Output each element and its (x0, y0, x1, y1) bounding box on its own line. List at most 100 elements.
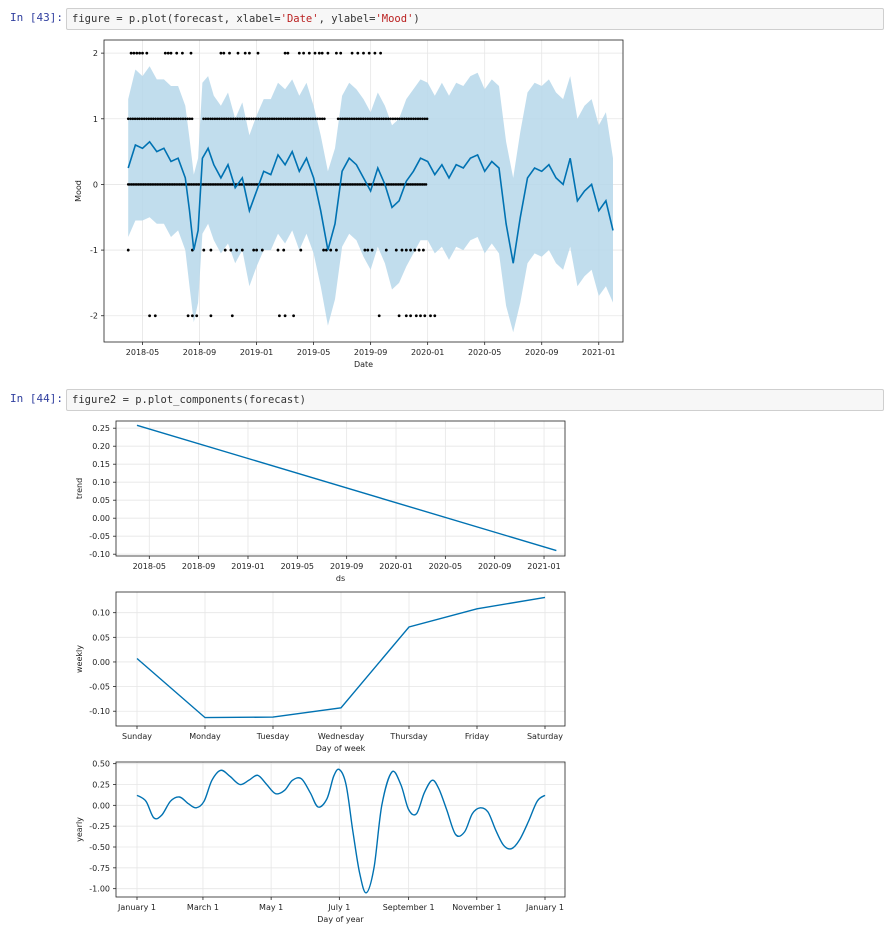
trend-line (136, 424, 557, 552)
observation-point (400, 248, 404, 252)
observation-point (255, 248, 258, 252)
observation-point (413, 248, 417, 252)
x-tick-label: March 1 (187, 903, 219, 912)
observation-point (205, 183, 209, 186)
x-tick-label: 2018-05 (133, 562, 166, 571)
y-tick-label: 1 (93, 115, 98, 124)
observation-point (261, 117, 265, 121)
observation-point (370, 248, 374, 252)
observation-point (254, 117, 258, 121)
observation-point (409, 117, 413, 121)
observation-point (422, 248, 425, 252)
observation-point (392, 183, 395, 186)
yearly-line (136, 768, 546, 894)
observation-point (282, 117, 285, 121)
observation-point (263, 117, 267, 121)
observation-point (376, 183, 380, 186)
observation-point (219, 51, 223, 55)
observation-point (259, 117, 262, 121)
y-tick-label: 0.05 (92, 496, 110, 505)
observation-point (409, 314, 412, 318)
observation-point (384, 117, 388, 121)
observation-point (251, 183, 255, 186)
observation-point (142, 117, 146, 121)
code-input[interactable]: figure2 = p.plot_components(forecast) (66, 389, 884, 411)
observation-point (361, 117, 365, 121)
code-text: ) (413, 13, 420, 25)
y-tick-label: 0.10 (92, 478, 110, 487)
observation-point (204, 117, 208, 121)
observation-point (252, 117, 255, 121)
observation-point (135, 51, 139, 55)
observation-point (380, 117, 383, 121)
observation-point (322, 248, 325, 252)
observation-point (181, 117, 185, 121)
observation-point (416, 117, 420, 121)
observation-point (375, 117, 379, 121)
observation-point (291, 117, 294, 121)
observation-point (170, 117, 173, 121)
observation-point (419, 314, 422, 318)
y-tick-label: 0.10 (92, 609, 110, 618)
observation-point (163, 51, 167, 55)
observation-point (138, 117, 141, 121)
observation-point (418, 117, 422, 121)
observation-point (326, 51, 330, 55)
y-tick-label: -1.00 (89, 885, 110, 894)
observation-point (247, 117, 251, 121)
observation-point (275, 117, 278, 121)
observation-point (299, 183, 303, 186)
y-tick-label: 0.50 (92, 760, 110, 769)
observation-point (414, 117, 418, 121)
observation-point (307, 51, 311, 55)
x-tick-label: Sunday (122, 732, 152, 741)
observation-point (169, 51, 173, 55)
code-string: 'Mood' (375, 13, 414, 25)
uncertainty-band (128, 66, 613, 333)
observation-point (148, 314, 152, 318)
observation-point (153, 314, 157, 318)
x-tick-label: 2019-01 (240, 348, 273, 357)
observation-point (302, 51, 305, 55)
x-tick-label: 2020-05 (429, 562, 462, 571)
observation-point (345, 183, 349, 186)
x-tick-label: November 1 (452, 903, 501, 912)
observation-point (272, 117, 276, 121)
observation-point (243, 51, 247, 55)
x-tick-label: May 1 (259, 903, 283, 912)
observation-point (149, 117, 153, 121)
y-tick-label: 0.15 (92, 460, 110, 469)
observation-point (147, 117, 151, 121)
y-axis-label: Mood (74, 180, 83, 202)
x-tick-label: July 1 (327, 903, 350, 912)
observation-point (405, 117, 408, 121)
observation-point (133, 117, 137, 121)
observation-point (379, 51, 382, 55)
observation-point (163, 117, 166, 121)
cell-prompt: In [43]: (10, 11, 63, 24)
observation-point (126, 248, 130, 252)
observation-point (283, 51, 287, 55)
observation-point (282, 248, 286, 252)
observation-point (268, 117, 272, 121)
observation-point (236, 117, 239, 121)
observation-point (129, 51, 133, 55)
y-tick-label: -2 (90, 312, 98, 321)
observation-point (298, 117, 301, 121)
observation-point (158, 117, 162, 121)
observation-point (297, 51, 301, 55)
observation-point (229, 248, 233, 252)
observation-point (278, 314, 281, 318)
observation-point (238, 117, 242, 121)
plot-frame (115, 761, 566, 898)
observation-point (279, 117, 283, 121)
observation-point (292, 314, 295, 318)
observation-point (140, 117, 144, 121)
observation-point (366, 248, 370, 252)
observation-point (202, 117, 205, 121)
observation-point (393, 117, 397, 121)
observation-point (245, 117, 249, 121)
observation-point (320, 117, 324, 121)
code-input[interactable]: figure = p.plot(forecast, xlabel='Date',… (66, 8, 884, 30)
observation-point (222, 117, 226, 121)
